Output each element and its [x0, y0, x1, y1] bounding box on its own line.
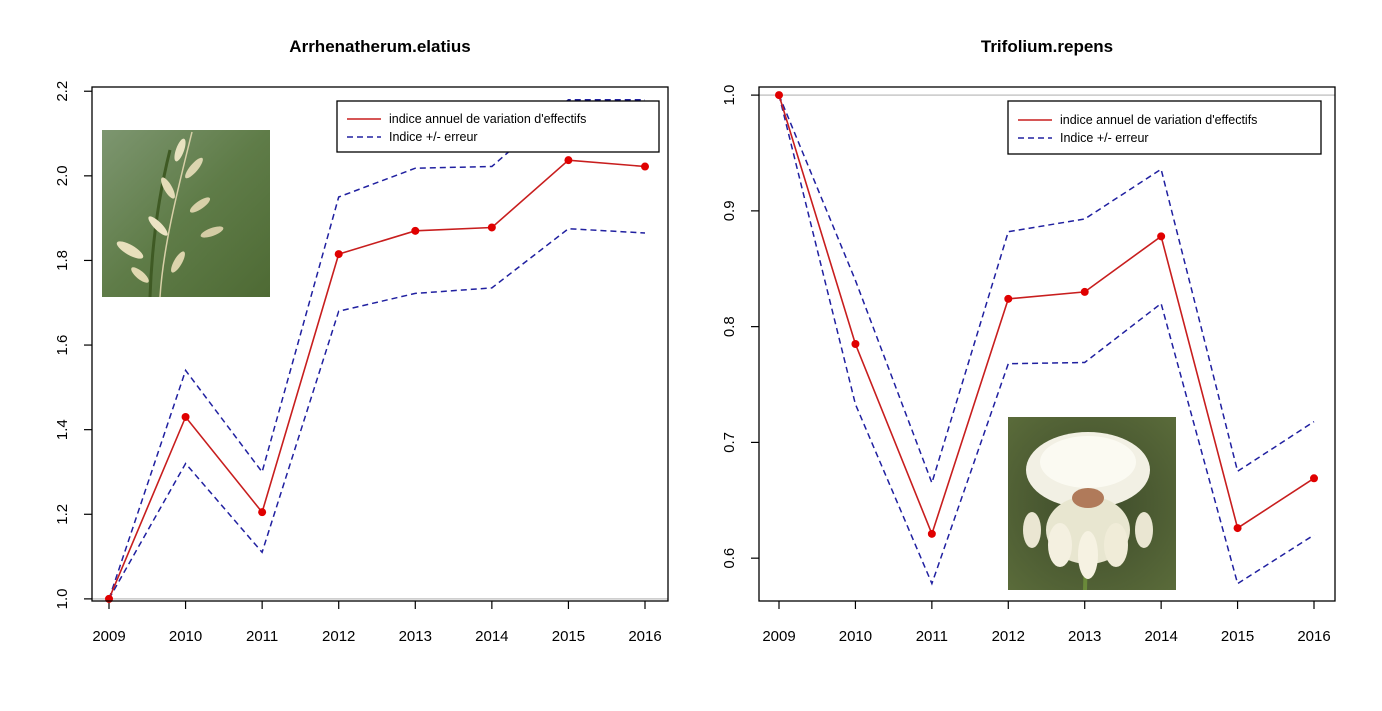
error-band-lines: [778, 94, 1315, 586]
legend-label-index: indice annuel de variation d'effectifs: [389, 112, 586, 126]
y-tick-label: 0.9: [721, 200, 738, 221]
data-point: [927, 529, 936, 538]
y-tick-label: 2.2: [54, 81, 71, 102]
index-points: [775, 91, 1318, 538]
data-point: [181, 412, 190, 421]
panel-trifolium: Trifolium.repens 2009 2010 2011 2012 2013 201…: [721, 37, 1336, 645]
x-tick-label: 2015: [552, 628, 585, 645]
data-point: [258, 508, 267, 517]
data-point: [487, 223, 496, 232]
y-tick-label: 1.8: [54, 250, 71, 271]
axes: 2009 2010 2011 2012 2013 2014 2015 2016 1.0 1.2 1.…: [54, 81, 662, 645]
index-line: [108, 159, 646, 600]
data-point: [775, 91, 783, 100]
x-tick-label: 2013: [399, 628, 432, 645]
plant-photo-oat-grass: [102, 130, 270, 298]
x-tick-label: 2010: [169, 628, 202, 645]
y-tick-label: 0.6: [721, 548, 738, 569]
data-point: [1080, 287, 1089, 296]
legend: indice annuel de variation d'effectifs I…: [336, 100, 660, 153]
legend-label-error: Indice +/- erreur: [389, 130, 478, 144]
legend: indice annuel de variation d'effectifs I…: [1007, 100, 1322, 155]
x-tick-label: 2013: [1068, 628, 1101, 645]
error-line: [108, 98, 645, 600]
x-tick-label: 2016: [628, 628, 661, 645]
x-tick-label: 2015: [1221, 628, 1254, 645]
data-point: [564, 156, 573, 165]
x-tick-label: 2014: [475, 628, 508, 645]
y-tick-label: 0.7: [721, 432, 738, 453]
x-tick-label: 2012: [992, 628, 1025, 645]
data-point: [1310, 474, 1318, 483]
index-line: [778, 94, 1315, 537]
x-tick-label: 2009: [762, 628, 795, 645]
legend-label-error: Indice +/- erreur: [1060, 131, 1149, 145]
x-tick-label: 2011: [916, 628, 948, 645]
x-tick-label: 2012: [322, 628, 355, 645]
x-tick-label: 2014: [1144, 628, 1177, 645]
index-points: [105, 156, 649, 603]
plot-frame: [91, 86, 669, 602]
y-tick-label: 1.0: [54, 588, 71, 609]
y-tick-label: 1.0: [721, 85, 738, 106]
data-point: [1004, 294, 1013, 303]
panel-title: Arrhenatherum.elatius: [289, 37, 470, 56]
x-tick-label: 2009: [92, 628, 125, 645]
panel-title: Trifolium.repens: [981, 37, 1113, 56]
error-band-lines: [108, 98, 646, 600]
data-point: [105, 594, 113, 603]
error-line: [108, 227, 646, 600]
axes: 2009 2010 2011 2012 2013 2014 2015 2016 0.6 0.7 0.…: [721, 85, 1331, 645]
y-tick-label: 2.0: [54, 165, 71, 186]
plot-frame: [758, 86, 1336, 602]
y-tick-label: 1.4: [54, 419, 71, 440]
data-point: [334, 250, 343, 259]
data-point: [411, 226, 420, 235]
x-tick-label: 2010: [839, 628, 872, 645]
legend-label-index: indice annuel de variation d'effectifs: [1060, 113, 1257, 127]
x-tick-label: 2016: [1297, 628, 1330, 645]
data-point: [1233, 524, 1242, 533]
data-point: [641, 162, 649, 171]
y-tick-label: 1.6: [54, 335, 71, 356]
data-point: [851, 340, 860, 348]
y-tick-label: 1.2: [54, 504, 71, 525]
plant-photo-white-clover: [1008, 417, 1176, 591]
data-point: [1157, 232, 1166, 241]
error-line: [778, 94, 1315, 586]
panel-arrhenatherum: Arrhenatherum.elatius 2009 2010 2011 2012 20…: [54, 37, 669, 645]
y-tick-label: 0.8: [721, 316, 738, 337]
x-tick-label: 2011: [246, 628, 278, 645]
